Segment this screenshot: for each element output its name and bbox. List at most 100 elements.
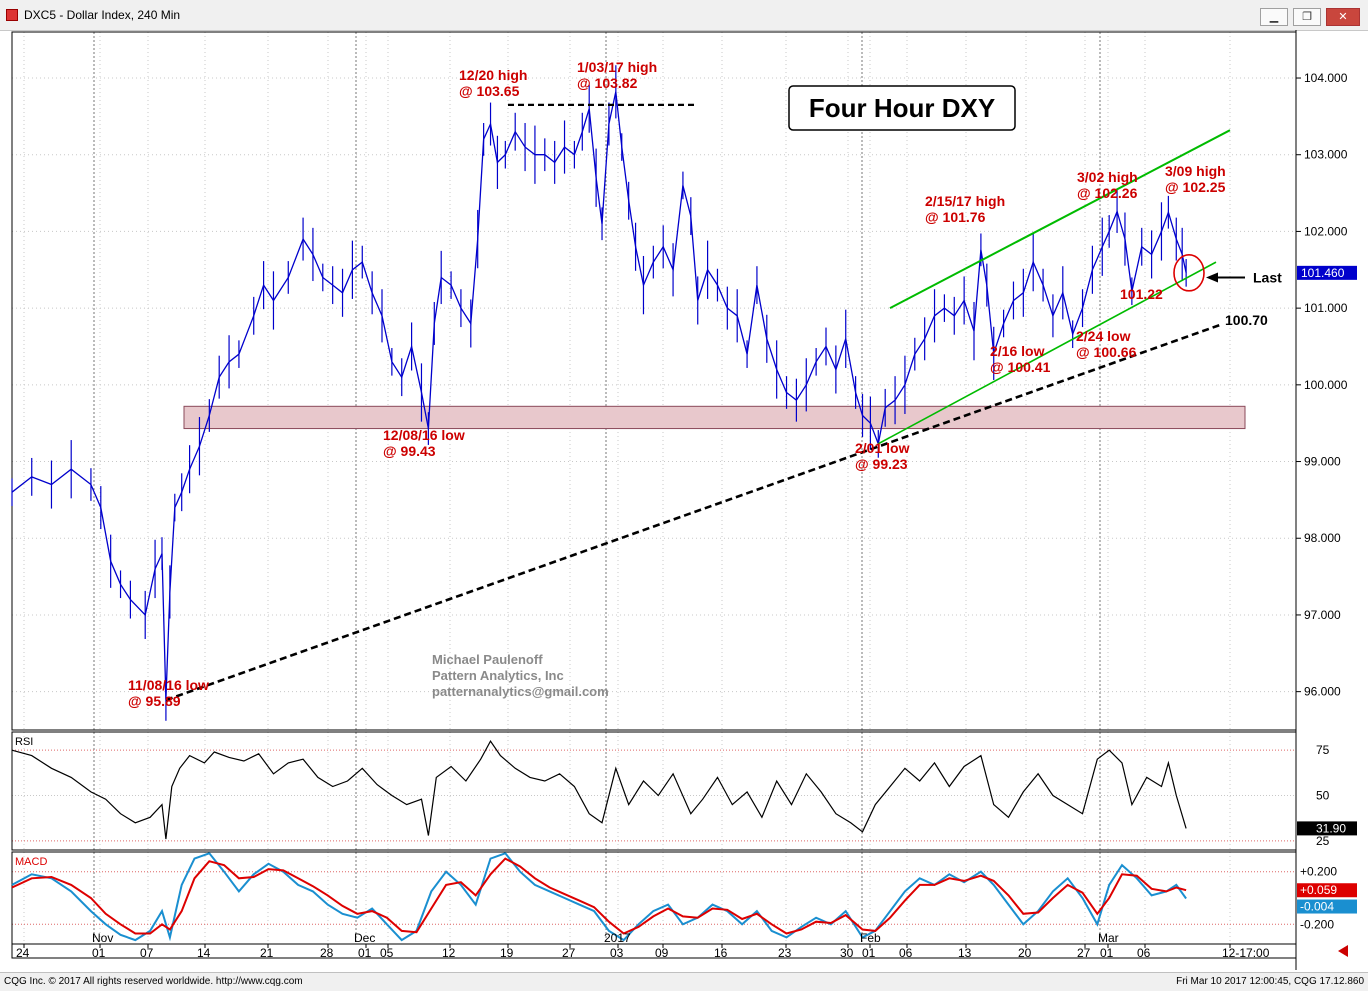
timestamp-text: Fri Mar 10 2017 12:00:45, CQG 17.12.860: [1176, 976, 1364, 987]
title-frame: [788, 85, 1016, 131]
channel-upper-line: [889, 129, 1231, 310]
close-icon: ✕: [1338, 11, 1348, 23]
window-titlebar: DXC5 - Dollar Index, 240 Min ▁ ❐ ✕: [0, 0, 1368, 31]
time-tick-label: 20: [1018, 946, 1032, 960]
macd-tick-label: -0.200: [1300, 917, 1334, 931]
macd-panel-title: MACD: [15, 856, 47, 868]
minimize-button[interactable]: ▁: [1260, 8, 1288, 26]
channel-lower-line: [877, 261, 1217, 445]
annotation-label: 12/20 high: [459, 67, 527, 83]
app-icon: [6, 9, 18, 21]
annotation-value: @ 100.41: [990, 359, 1051, 375]
price-tick-label: 97.000: [1304, 608, 1341, 622]
chart-svg: Last Four Hour DXY 12/20 high@ 103.65 1/0…: [11, 30, 1357, 970]
minimize-icon: ▁: [1269, 11, 1279, 23]
copyright-text: CQG Inc. © 2017 All rights reserved worl…: [4, 976, 303, 987]
chart-area[interactable]: Last Four Hour DXY 12/20 high @ 103.65 1/0…: [0, 30, 1368, 972]
restore-icon: ❐: [1302, 11, 1312, 23]
price-tick-label: 98.000: [1304, 531, 1341, 545]
time-axis: 24 01 07 14 21 28 01 05 12 19 27 03 09 16 23 30 01 06 13 20…: [11, 931, 1348, 960]
annotation-label: 12/08/16 low: [383, 427, 465, 443]
macd-last-label: +0.059: [1300, 883, 1337, 897]
last-label: Last: [1253, 269, 1282, 285]
annotation-label: 2/16 low: [990, 343, 1045, 359]
restore-button[interactable]: ❐: [1293, 8, 1321, 26]
macd-series-line: [11, 852, 1187, 942]
month-label: Feb: [860, 931, 881, 945]
time-tick-label: 07: [140, 946, 154, 960]
price-tick-label: 103.000: [1304, 148, 1348, 162]
time-tick-label: 24: [16, 946, 30, 960]
annotation-value: @ 99.23: [855, 456, 908, 472]
time-tick-label: 01: [862, 946, 876, 960]
annotation-label: 2/01 low: [855, 440, 910, 456]
watermark-line: Pattern Analytics, Inc: [432, 668, 564, 683]
annotations: 12/20 high@ 103.65 1/03/17 high@ 103.82 2/…: [128, 59, 1268, 709]
time-tick-label: 09: [655, 946, 669, 960]
last-value-tag: [1297, 265, 1357, 280]
close-button[interactable]: ✕: [1326, 8, 1360, 26]
last-price-circle: [1173, 254, 1205, 292]
annotation-label: 2/24 low: [1076, 328, 1131, 344]
annotation-value: @ 100.66: [1076, 344, 1137, 360]
time-tick-label: 01: [92, 946, 106, 960]
macd-last-tag: [1297, 899, 1357, 914]
rsi-series-line: [11, 739, 1187, 840]
time-tick-label: 06: [899, 946, 913, 960]
month-label: Mar: [1098, 931, 1119, 945]
price-series-line: [11, 91, 1187, 700]
macd-last-label: -0.004: [1300, 900, 1334, 914]
price-tick-label: 100.000: [1304, 378, 1348, 392]
annotation-label: 2/15/17 high: [925, 193, 1005, 209]
signal-series-line: [11, 857, 1187, 935]
annotation-label: 3/09 high: [1165, 163, 1226, 179]
time-tick-label: 27: [562, 946, 576, 960]
rsi-last-label: 31.90: [1316, 821, 1346, 835]
grid-layer: [12, 32, 1296, 944]
annotation-value: @ 102.25: [1165, 179, 1226, 195]
annotation-value: @ 95.89: [128, 693, 181, 709]
macd-tick-label: +0.200: [1300, 865, 1337, 879]
price-tick-label: 104.000: [1304, 71, 1348, 85]
annotation-value: @ 103.65: [459, 83, 520, 99]
chart-title: Four Hour DXY: [809, 93, 995, 123]
watermark-line: patternanalytics@gmail.com: [432, 684, 609, 699]
time-tick-label: 13: [958, 946, 972, 960]
rsi-last-tag: [1297, 821, 1357, 836]
time-tick-label: 30: [840, 946, 854, 960]
annotation-label: 101.22: [1120, 286, 1163, 302]
annotation-value: @ 99.43: [383, 443, 436, 459]
status-bar: CQG Inc. © 2017 All rights reserved worl…: [0, 972, 1368, 991]
price-tick-label: 102.000: [1304, 224, 1348, 238]
last-arrow-icon: [1206, 272, 1218, 283]
rsi-tick-label: 25: [1316, 834, 1330, 848]
annotation-value: @ 102.26: [1077, 185, 1138, 201]
trend-line-major: [165, 323, 1223, 702]
time-tick-label: 01: [1100, 946, 1114, 960]
time-axis-strip: [11, 943, 1297, 959]
time-tick-label: 03: [610, 946, 624, 960]
month-label: Nov: [92, 931, 113, 945]
time-tick-label: 23: [778, 946, 792, 960]
price-tick-label: 96.000: [1304, 685, 1341, 699]
time-tick-label: 14: [197, 946, 211, 960]
month-label: Dec: [354, 931, 375, 945]
time-tick-label: 12-17:00: [1222, 946, 1270, 960]
price-tick-label: 101.000: [1304, 301, 1348, 315]
window-title: DXC5 - Dollar Index, 240 Min: [24, 8, 181, 22]
support-zone: [183, 405, 1246, 430]
rsi-tick-label: 75: [1316, 743, 1330, 757]
time-tick-label: 27: [1077, 946, 1091, 960]
annotation-value: @ 103.82: [577, 75, 638, 91]
annotation-label: 1/03/17 high: [577, 59, 657, 75]
rsi-tick-label: 50: [1316, 789, 1330, 803]
annotation-value: @ 101.76: [925, 209, 986, 225]
month-label: 2017: [604, 931, 631, 945]
annotation-label: 3/02 high: [1077, 169, 1138, 185]
price-tick-label: 99.000: [1304, 455, 1341, 469]
time-tick-label: 19: [500, 946, 514, 960]
last-value-label: 101.460: [1301, 266, 1345, 280]
panel-frames: [11, 30, 1297, 970]
